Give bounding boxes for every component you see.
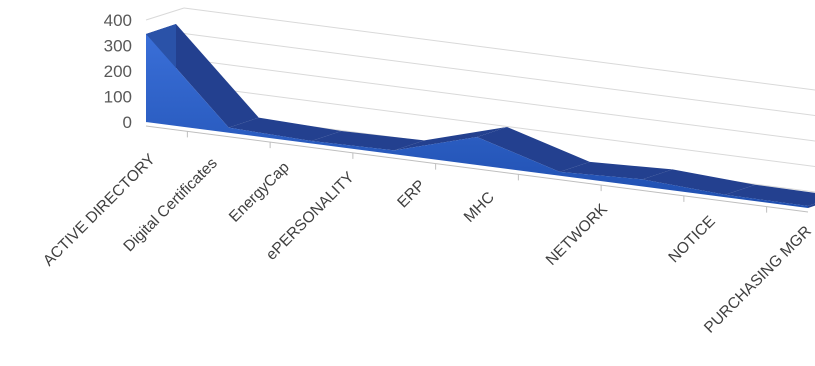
gridline-100 bbox=[183, 84, 815, 167]
area-top-surface-segment bbox=[725, 184, 815, 206]
value-axis-labels: 0 100 200 300 400 bbox=[104, 11, 132, 132]
y-tick-label: 300 bbox=[104, 37, 132, 56]
x-axis-line bbox=[145, 125, 809, 213]
area-end-cap bbox=[808, 203, 815, 208]
x-tick-label: PURCHASING MGR bbox=[701, 223, 815, 337]
area-series bbox=[146, 24, 815, 209]
x-tick-label: EnergyCap bbox=[226, 159, 293, 226]
y-tick-label: 100 bbox=[104, 88, 132, 107]
gridline-left-400 bbox=[145, 7, 185, 21]
x-tick-label: ERP bbox=[394, 177, 429, 212]
x-tick-label: ACTIVE DIRECTORY bbox=[40, 151, 159, 270]
category-axis bbox=[145, 125, 809, 213]
y-tick-label: 0 bbox=[123, 113, 132, 132]
area-top-surface-segment bbox=[311, 130, 425, 151]
y-tick-label: 400 bbox=[104, 11, 132, 30]
x-tick-label: NOTICE bbox=[665, 213, 718, 266]
gridlines bbox=[145, 7, 815, 193]
area-top-surface-segment bbox=[477, 126, 590, 172]
area-top-surface-segment bbox=[559, 161, 673, 180]
area-top-surface-segment bbox=[228, 117, 342, 141]
y-tick-label: 200 bbox=[104, 62, 132, 81]
area-top-surface-segment bbox=[394, 126, 507, 151]
gridline-400 bbox=[183, 7, 815, 91]
gridline-200 bbox=[183, 58, 815, 142]
x-tick-label: MHC bbox=[461, 189, 498, 226]
x-tick-label: NETWORK bbox=[543, 200, 612, 269]
gridline-300 bbox=[183, 33, 815, 116]
area-top-surface-segment bbox=[642, 169, 756, 195]
